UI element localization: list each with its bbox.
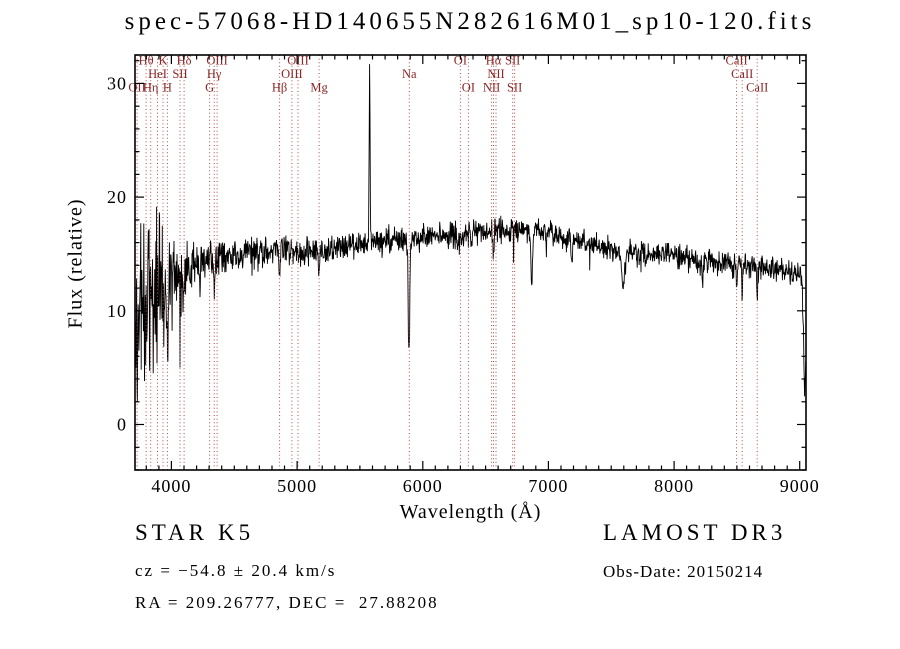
object-subclass: K5: [217, 520, 255, 545]
plot-title: spec-57068-HD140655N282616M01_sp10-120.f…: [124, 8, 816, 35]
x-tick-label: 8000: [654, 476, 694, 496]
object-class: STAR: [135, 520, 208, 545]
plot-frame: [134, 54, 807, 471]
x-tick-label: 5000: [277, 476, 317, 496]
x-tick-label: 9000: [780, 476, 820, 496]
spectral-line-label: OIII: [287, 54, 309, 68]
spectral-line-label: Hβ: [272, 81, 287, 95]
spectral-line-label: OI: [462, 81, 475, 95]
y-axis-title: Flux (relative): [64, 198, 87, 329]
spectral-line-label: CaII: [731, 67, 753, 81]
spectral-line-label: Hγ: [207, 67, 222, 81]
spectral-line-label: HeI: [148, 67, 167, 81]
spectral-line-label: H: [163, 81, 172, 95]
spectral-line-label: K: [158, 54, 167, 68]
coordinates-text: RA = 209.26777, DEC = 27.88208: [135, 593, 439, 612]
x-tick-label: 4000: [151, 476, 191, 496]
spectral-line-label: Hδ: [177, 54, 192, 68]
x-axis-title: Wavelength (Å): [399, 501, 542, 523]
x-tick-label: 7000: [528, 476, 568, 496]
spectrum-trace: [134, 64, 807, 403]
spectral-line-label: CaII: [746, 81, 768, 95]
spectral-line-label: G: [205, 81, 214, 95]
redshift-velocity-text: cz = −54.8 ± 20.4 km/s: [135, 561, 337, 580]
spectral-line-label: Mg: [310, 81, 328, 95]
survey-release-label: LAMOST DR3: [603, 520, 787, 545]
spectral-line-label: Na: [402, 67, 417, 81]
y-tick-label: 10: [107, 301, 127, 321]
spectral-line-label: CaII: [725, 54, 747, 68]
classification-line: STAR K5: [135, 520, 254, 546]
y-tick-label: 20: [107, 187, 127, 207]
spectral-line-label: NII: [487, 67, 504, 81]
spectral-line-label: NII: [483, 81, 500, 95]
spectral-line-label: SII: [507, 81, 522, 95]
y-tick-label: 0: [117, 415, 127, 435]
y-tick-label: 30: [107, 73, 127, 93]
spectral-line-label: OIII: [281, 67, 303, 81]
spectral-line-label: SII: [505, 54, 520, 68]
spectral-line-label: SII: [172, 67, 187, 81]
spectral-line-label: Hη: [143, 81, 159, 95]
spectral-line-label: Hθ: [139, 54, 154, 68]
obs-date-text: Obs-Date: 20150214: [603, 562, 764, 581]
spectral-line-label: OI: [454, 54, 467, 68]
spectral-line-label: OIII: [206, 54, 228, 68]
x-tick-label: 6000: [403, 476, 443, 496]
